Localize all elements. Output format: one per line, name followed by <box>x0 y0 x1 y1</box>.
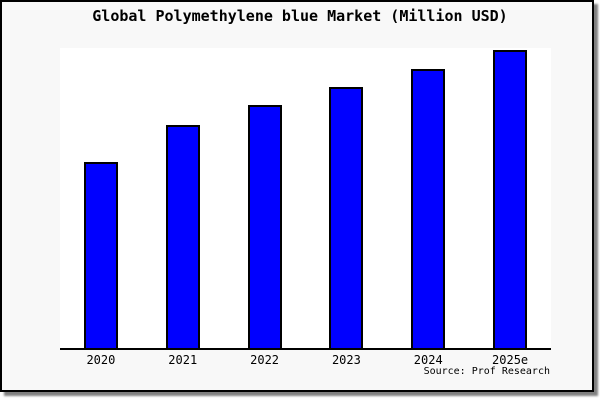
x-tick-label-2023: 2023 <box>331 353 361 367</box>
bar-2023 <box>329 87 364 350</box>
x-tick-label-2020: 2020 <box>86 353 116 367</box>
bar-2024 <box>411 69 446 350</box>
x-tick-row: 2020 2021 2022 2023 2024 2025e <box>60 353 551 367</box>
x-axis-line <box>60 348 551 350</box>
x-tick-label-2025e: 2025e <box>492 353 529 367</box>
x-tick-label-2021: 2021 <box>168 353 198 367</box>
x-tick-label-2022: 2022 <box>250 353 280 367</box>
bar-2020 <box>83 162 118 350</box>
x-tick-label-2024: 2024 <box>413 353 443 367</box>
bar-2022 <box>247 105 282 350</box>
source-note: Source: Prof Research <box>423 366 550 377</box>
chart-title: Global Polymethylene blue Market (Millio… <box>92 7 508 25</box>
bar-2025e <box>493 50 528 350</box>
bar-2021 <box>165 125 200 350</box>
plot-area <box>60 48 551 350</box>
bars-container <box>60 48 551 350</box>
